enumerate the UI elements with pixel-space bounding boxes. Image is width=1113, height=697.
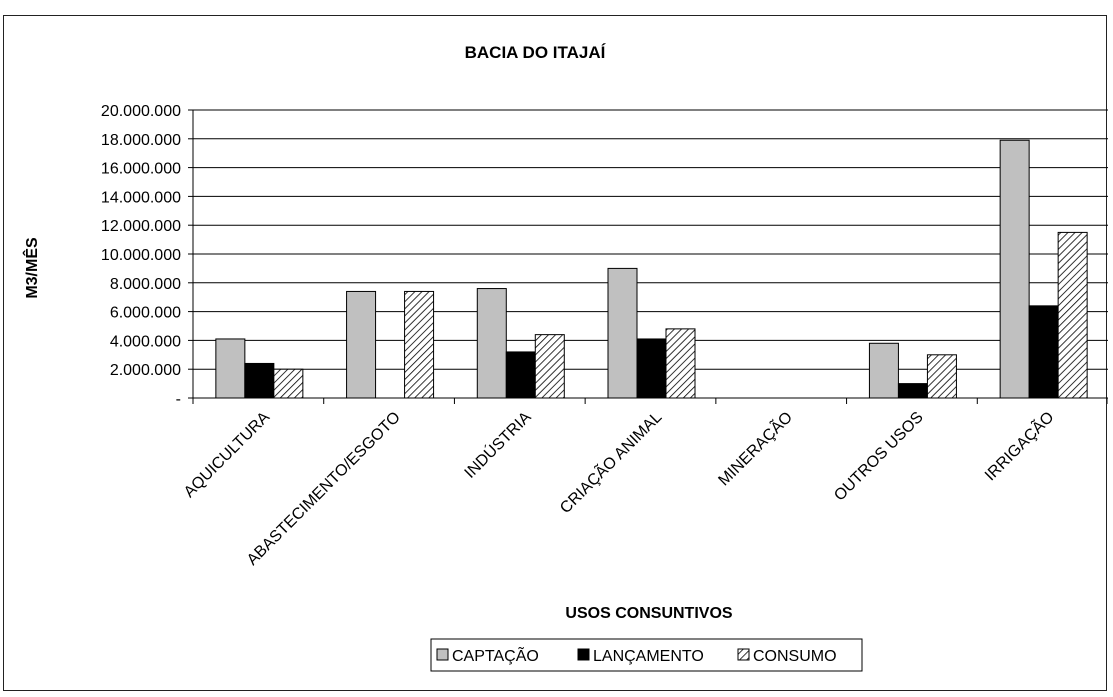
bar-captação — [476, 288, 507, 399]
legend-label: CONSUMO — [753, 648, 837, 665]
bars — [215, 139, 1088, 399]
y-axis-label: M3/MÊS — [22, 237, 41, 299]
bar-captação — [346, 290, 377, 399]
y-tick-label: 14.000.000 — [101, 189, 181, 206]
category-label: MINERAÇÃO — [713, 407, 796, 490]
y-tick-label: 18.000.000 — [101, 132, 181, 149]
bar-lançamento — [244, 362, 275, 399]
category-label: OUTROS USOS — [831, 409, 927, 505]
category-label: INDÚSTRIA — [460, 407, 535, 482]
chart-frame: BACIA DO ITAJAÍ M3/MÊS USOS CONSUNTIVOS … — [3, 15, 1109, 691]
bar-consumo — [534, 334, 565, 399]
y-tick-label: 4.000.000 — [110, 333, 181, 350]
y-tick-labels: - 2.000.000 4.000.000 6.000.000 8.000.000 10.… — [101, 103, 181, 408]
bar-captação — [868, 342, 899, 399]
chart-title: BACIA DO ITAJAÍ — [465, 43, 607, 62]
y-tick-label: 8.000.000 — [110, 276, 181, 293]
bar-lançamento — [505, 351, 536, 399]
y-tick-label: 16.000.000 — [101, 161, 181, 178]
gridlines — [193, 109, 1108, 370]
axes — [188, 109, 1109, 404]
bar-lançamento — [1028, 305, 1059, 399]
legend-box — [430, 638, 863, 672]
bar-consumo — [404, 290, 435, 399]
y-tick-label: 10.000.000 — [101, 247, 181, 264]
category-label: AQUICULTURA — [181, 409, 274, 502]
legend-label: LANÇAMENTO — [593, 648, 704, 665]
bar-consumo — [665, 328, 696, 399]
legend-swatch — [737, 648, 750, 661]
bar-captação — [215, 338, 246, 399]
bar-consumo — [1057, 231, 1088, 399]
y-tick-label: - — [176, 391, 181, 408]
category-label: ABASTECIMENTO/ESGOTO — [244, 409, 404, 569]
y-tick-label: 20.000.000 — [101, 103, 181, 120]
legend-swatch — [577, 648, 590, 661]
bar-lançamento — [897, 383, 928, 399]
bar-captação — [999, 139, 1030, 399]
bar-chart: BACIA DO ITAJAÍ M3/MÊS USOS CONSUNTIVOS … — [22, 43, 1109, 672]
category-label: CRIAÇÃO ANIMAL — [555, 407, 665, 517]
y-tick-label: 6.000.000 — [110, 305, 181, 322]
bar-consumo — [926, 354, 957, 399]
x-axis-label: USOS CONSUNTIVOS — [565, 605, 732, 622]
category-label: IRRIGAÇÃO — [980, 407, 1058, 485]
bar-consumo — [273, 368, 304, 399]
legend-label: CAPTAÇÃO — [452, 645, 539, 665]
y-tick-label: 12.000.000 — [101, 218, 181, 235]
legend: CAPTAÇÃO LANÇAMENTO CONSUMO — [430, 638, 863, 672]
legend-swatch — [436, 648, 449, 661]
bar-lançamento — [636, 338, 667, 399]
bar-captação — [607, 267, 638, 399]
y-tick-label: 2.000.000 — [110, 362, 181, 379]
